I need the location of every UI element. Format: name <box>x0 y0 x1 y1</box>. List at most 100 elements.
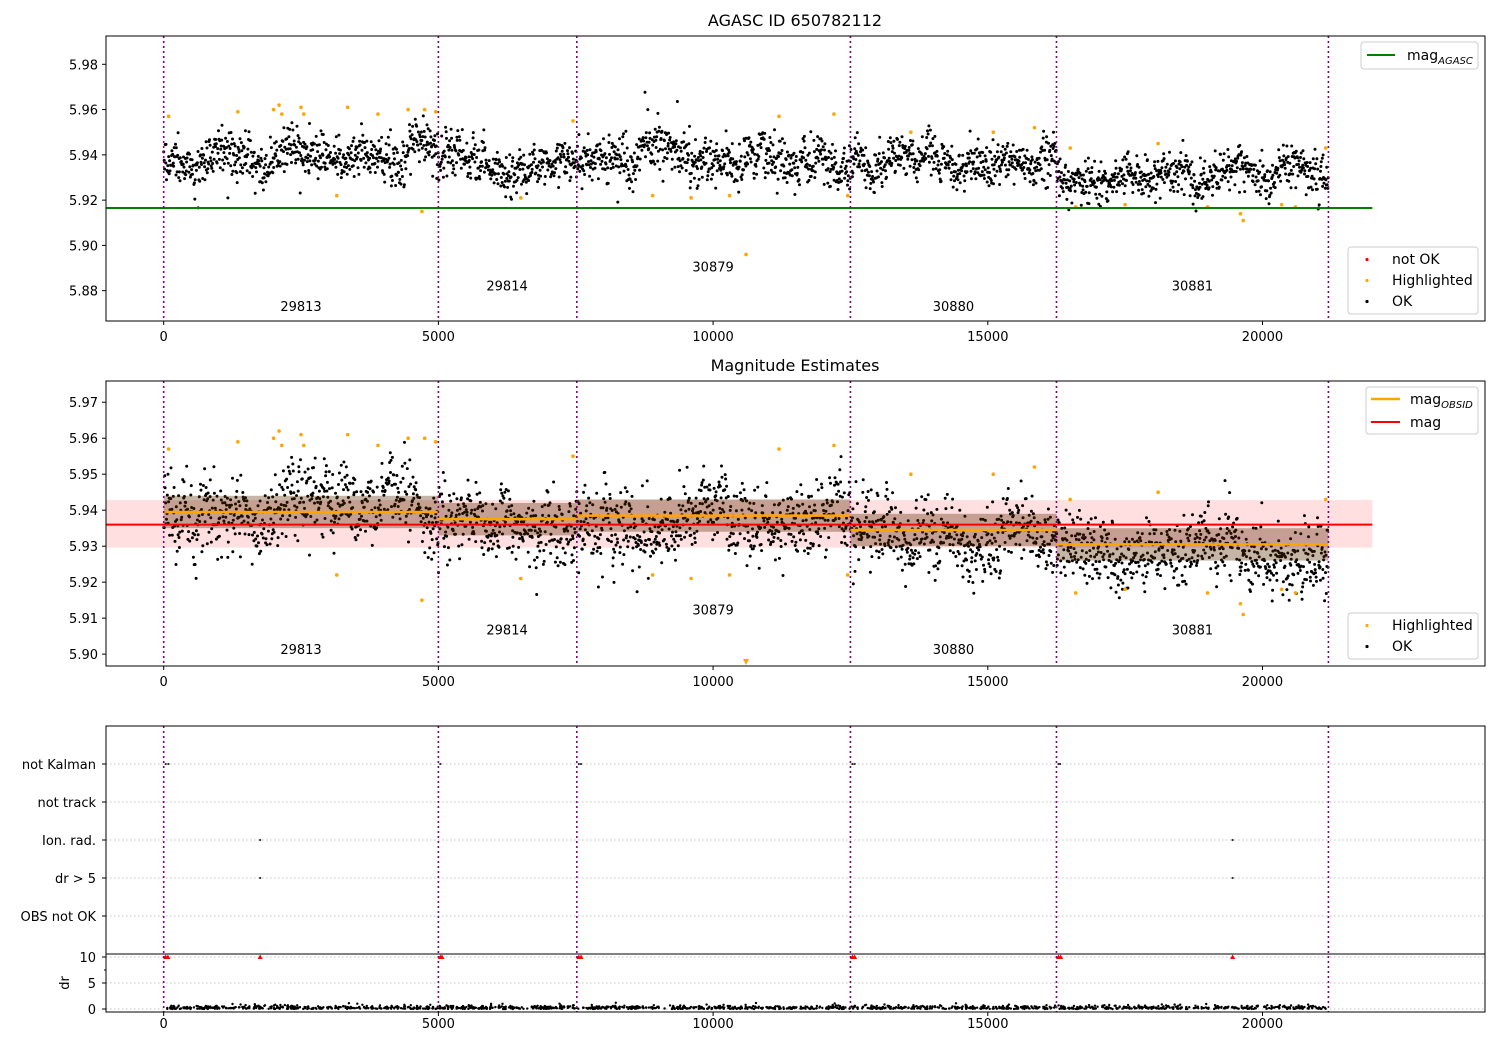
ok-point <box>620 142 624 146</box>
ok-point <box>751 150 754 154</box>
ok-point <box>323 517 327 520</box>
ok-point <box>678 170 681 174</box>
ok-point <box>1275 171 1279 175</box>
ok-point <box>1109 560 1113 564</box>
ok-point <box>1300 168 1304 172</box>
ok-point <box>274 154 278 158</box>
ok-point <box>748 539 751 543</box>
ok-point <box>734 160 738 164</box>
ok-point <box>165 517 168 521</box>
ok-point <box>1179 151 1183 155</box>
ok-point <box>1156 159 1160 163</box>
ok-point <box>305 479 309 483</box>
ok-point <box>456 129 460 133</box>
ok-point <box>232 526 236 530</box>
ok-point <box>499 184 503 188</box>
ok-point <box>1309 166 1313 170</box>
ok-point <box>626 159 629 163</box>
ok-point <box>513 173 517 177</box>
ok-point <box>970 556 974 560</box>
ok-point <box>958 508 962 512</box>
ok-point <box>418 506 422 510</box>
ok-point <box>718 159 722 163</box>
ok-point <box>498 160 502 164</box>
ok-point <box>1296 174 1300 178</box>
ok-point <box>289 143 293 147</box>
ok-point <box>1254 175 1258 179</box>
ok-point <box>792 151 796 155</box>
ok-point <box>858 165 862 169</box>
ok-point <box>370 543 374 547</box>
ok-point <box>281 488 285 492</box>
ok-point <box>1165 162 1169 166</box>
ok-point <box>466 497 470 501</box>
ok-point <box>274 140 278 144</box>
ok-point <box>190 158 194 162</box>
ok-point <box>360 122 363 126</box>
ok-point <box>896 137 899 141</box>
ok-point <box>875 169 879 173</box>
ok-point <box>1310 174 1314 178</box>
ok-point <box>932 160 936 164</box>
ok-point <box>308 159 312 163</box>
ok-point <box>324 148 328 152</box>
ok-point <box>554 545 558 549</box>
ok-point <box>500 491 504 495</box>
ok-point <box>772 535 776 539</box>
ok-point <box>644 136 648 140</box>
ok-point <box>261 518 264 522</box>
ok-point <box>839 455 843 459</box>
ok-point <box>387 143 391 147</box>
ok-point <box>1071 571 1075 575</box>
ok-point <box>408 508 411 511</box>
ok-point <box>723 473 727 477</box>
ok-point <box>816 135 820 139</box>
ok-point <box>637 565 641 569</box>
ok-point <box>442 545 446 549</box>
ok-point <box>698 149 702 153</box>
ok-point <box>920 135 924 139</box>
ok-point <box>305 512 309 516</box>
ok-point <box>1147 520 1151 523</box>
ok-point <box>221 168 225 172</box>
ok-point <box>533 558 536 562</box>
ok-point <box>397 170 400 174</box>
ok-point <box>455 508 459 512</box>
ok-point <box>448 558 452 562</box>
ok-point <box>628 535 632 539</box>
ok-point <box>727 548 731 552</box>
ok-point <box>912 166 916 169</box>
ok-point <box>739 154 743 158</box>
ok-point <box>863 510 867 514</box>
ok-point <box>1141 573 1145 577</box>
ok-point <box>973 559 977 563</box>
ok-point <box>260 532 264 536</box>
ok-point <box>1006 487 1010 490</box>
ok-point <box>884 494 888 498</box>
ok-point <box>1046 172 1050 175</box>
ok-point <box>262 166 266 170</box>
ok-point <box>1264 179 1268 183</box>
ok-point <box>429 514 433 518</box>
ok-point <box>216 557 220 561</box>
ok-point <box>654 535 658 538</box>
ok-point <box>914 549 917 553</box>
ok-point <box>1273 181 1276 184</box>
highlighted-point <box>376 112 380 116</box>
ok-point <box>587 533 591 537</box>
ok-point <box>174 505 178 509</box>
ok-point <box>589 159 593 163</box>
ok-point <box>609 540 613 544</box>
ok-point <box>482 170 486 174</box>
ok-point <box>269 517 273 521</box>
ok-point <box>326 504 330 508</box>
ok-point <box>493 161 497 165</box>
ok-point <box>1130 172 1134 175</box>
ok-point <box>1165 175 1169 179</box>
ok-point <box>392 473 396 477</box>
ok-point <box>862 162 866 166</box>
ok-point <box>1003 163 1007 167</box>
ok-point <box>1026 157 1030 161</box>
ok-point <box>976 137 980 141</box>
ok-point <box>948 549 952 553</box>
